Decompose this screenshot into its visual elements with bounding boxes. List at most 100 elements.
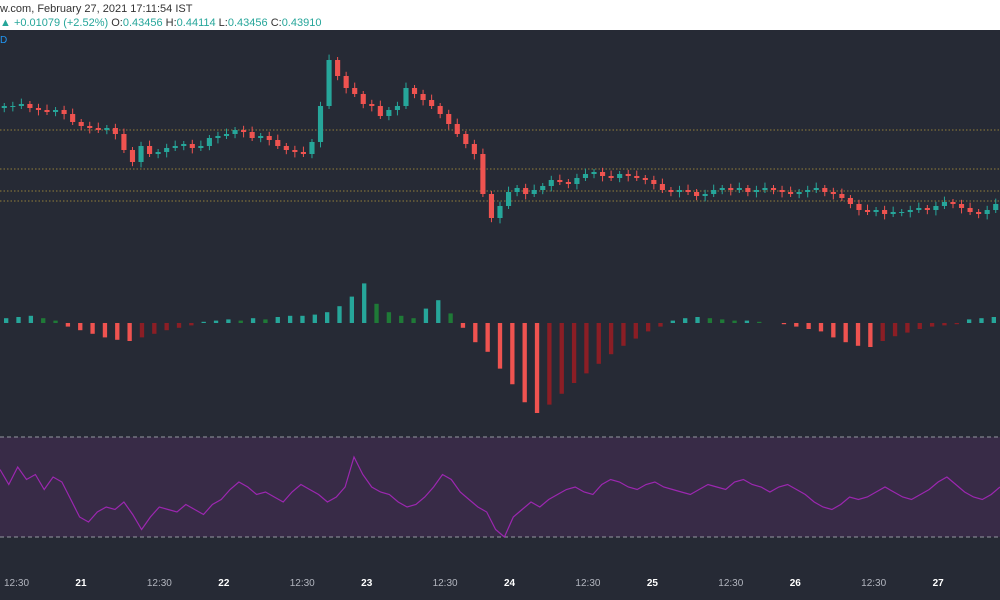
- candle-body: [779, 190, 785, 192]
- candle: [335, 57, 341, 81]
- time-axis-label: 12:30: [4, 578, 29, 589]
- candle: [241, 125, 247, 138]
- chart-canvas[interactable]: D 12:30 21 12:30 22 12:30 23 12:30 24 12:30 25 12:…: [0, 30, 1000, 600]
- candle-body: [112, 128, 118, 134]
- candle: [147, 140, 153, 157]
- chart-header: w.com, February 27, 2021 17:11:54 IST ▲ …: [0, 0, 1000, 30]
- candle: [864, 204, 871, 215]
- candle-body: [206, 138, 212, 146]
- candle: [933, 201, 939, 216]
- candle-body: [514, 188, 520, 192]
- candle: [984, 205, 990, 220]
- candle: [574, 173, 580, 190]
- candle: [292, 145, 298, 158]
- candle: [377, 100, 383, 119]
- candle: [762, 182, 768, 193]
- candle-body: [258, 136, 264, 138]
- time-axis-label: 24: [504, 578, 516, 589]
- candle-body: [87, 126, 93, 128]
- candle: [18, 98, 24, 109]
- trading-chart[interactable]: D 12:30 21 12:30 22 12:30 23 12:30 24 12:30 25 12:…: [0, 30, 1000, 600]
- candle: [839, 188, 845, 201]
- candle: [557, 174, 563, 185]
- candle-body: [676, 190, 683, 192]
- candle-body: [976, 212, 982, 214]
- candle: [497, 201, 503, 224]
- candle: [582, 168, 589, 181]
- candle: [181, 141, 187, 151]
- candle-body: [642, 178, 648, 180]
- candle-body: [403, 88, 409, 106]
- candle-body: [411, 88, 418, 94]
- candle-body: [864, 210, 871, 212]
- candle-body: [788, 192, 794, 194]
- candle-body: [283, 146, 289, 150]
- candle: [548, 175, 554, 192]
- candle-body: [437, 106, 443, 114]
- candle-body: [369, 104, 375, 106]
- candle-body: [899, 212, 905, 213]
- candle-body: [104, 128, 110, 130]
- candle-body: [847, 198, 853, 204]
- candle: [941, 196, 948, 209]
- price-change: +0.01079 (+2.52%): [13, 17, 109, 29]
- candle: [198, 140, 204, 151]
- rsi-pane[interactable]: [0, 436, 1000, 538]
- candle-body: [634, 176, 640, 178]
- candle: [172, 140, 178, 151]
- candle-body: [856, 204, 862, 210]
- open-value: 0.43456: [122, 17, 163, 29]
- ohlc-readout: ▲ +0.01079 (+2.52%) O:0.43456 H:0.44114 …: [0, 17, 321, 29]
- time-axis-label: 21: [75, 578, 87, 589]
- candle: [27, 101, 33, 113]
- candle-body: [967, 208, 973, 212]
- candle-body: [27, 104, 33, 108]
- candle: [411, 85, 418, 99]
- candle-body: [223, 134, 230, 136]
- candle: [403, 82, 409, 109]
- candle-body: [343, 76, 349, 88]
- high-label: H:: [165, 17, 177, 29]
- candle: [121, 128, 127, 153]
- candle-body: [18, 104, 24, 106]
- candle: [651, 175, 657, 190]
- candle: [625, 169, 631, 182]
- candle-body: [523, 188, 529, 194]
- candle: [471, 139, 477, 160]
- candle-body: [813, 188, 819, 190]
- candle: [916, 202, 922, 213]
- candle: [540, 183, 546, 195]
- candle: [138, 141, 144, 168]
- candle-body: [249, 132, 255, 138]
- candle-body: [386, 110, 392, 116]
- candle: [830, 187, 836, 200]
- rsi-line: [0, 455, 1000, 538]
- candle-body: [198, 146, 204, 148]
- close-value: 0.43910: [281, 17, 322, 29]
- candle: [326, 54, 332, 109]
- candle: [215, 131, 221, 144]
- macd-pane[interactable]: [4, 283, 996, 413]
- candle-body: [770, 188, 777, 190]
- time-axis[interactable]: 12:30 21 12:30 22 12:30 23 12:30 24 12:30 25 12:30…: [4, 578, 944, 589]
- candle: [642, 175, 648, 185]
- candle-body: [394, 106, 400, 110]
- candle: [61, 105, 67, 120]
- candle: [463, 131, 469, 149]
- candle-body: [719, 188, 725, 190]
- candle: [275, 134, 281, 149]
- candle: [317, 101, 324, 148]
- price-pane[interactable]: D: [0, 35, 1000, 224]
- candle: [822, 185, 828, 197]
- candle: [899, 209, 905, 217]
- candle-body: [993, 204, 999, 210]
- candle: [223, 128, 230, 139]
- candle: [343, 71, 349, 94]
- candle: [206, 135, 212, 151]
- candle: [745, 185, 751, 197]
- candle: [129, 147, 136, 167]
- time-axis-label: 27: [933, 578, 945, 589]
- candle: [600, 167, 606, 182]
- candle-body: [95, 128, 101, 130]
- candle: [531, 184, 537, 197]
